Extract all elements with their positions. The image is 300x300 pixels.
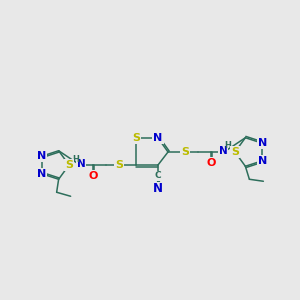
Text: N: N — [153, 133, 163, 143]
Text: H: H — [225, 142, 231, 151]
Text: N: N — [257, 138, 267, 148]
Text: N: N — [76, 159, 85, 169]
Text: S: S — [231, 147, 239, 157]
Text: N: N — [219, 146, 227, 156]
Text: H: H — [73, 154, 80, 164]
Text: S: S — [115, 160, 123, 170]
Text: O: O — [206, 158, 216, 168]
Text: S: S — [132, 133, 140, 143]
Text: N: N — [153, 182, 163, 196]
Text: C: C — [155, 172, 161, 181]
Text: N: N — [37, 151, 46, 161]
Text: S: S — [65, 160, 73, 170]
Text: S: S — [181, 147, 189, 157]
Text: N: N — [37, 169, 46, 179]
Text: O: O — [88, 171, 98, 181]
Text: N: N — [257, 156, 267, 166]
